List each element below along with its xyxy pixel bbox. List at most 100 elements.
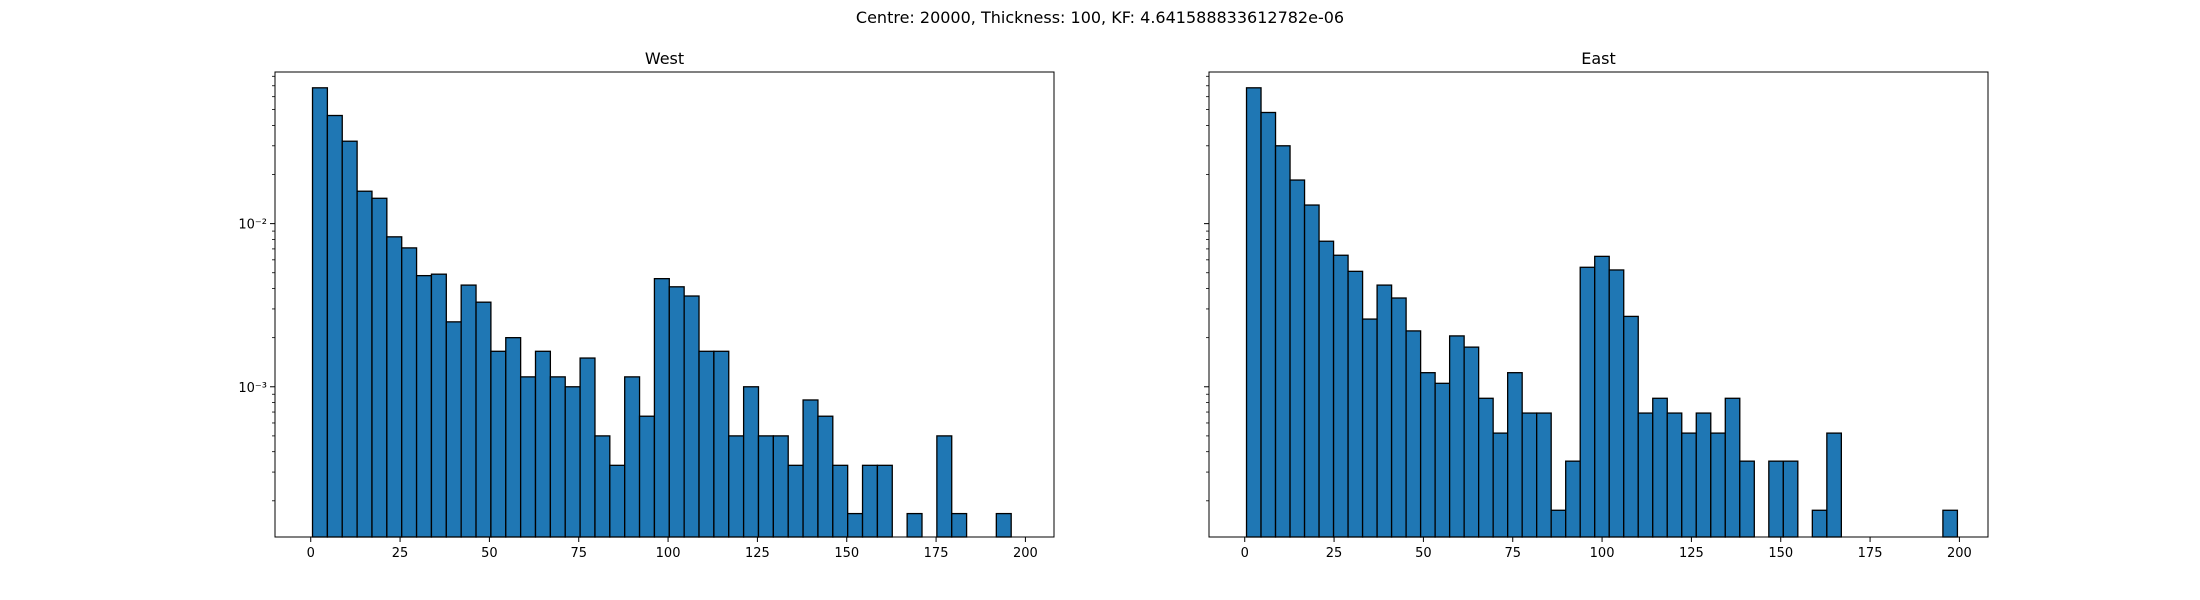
east-bar	[1245, 87, 1262, 538]
west-bar	[534, 350, 552, 538]
east-x-tick-label: 0	[1241, 546, 1249, 561]
west-bar	[401, 247, 418, 538]
east-bar	[1347, 270, 1364, 538]
west-bar	[698, 350, 715, 538]
west-x-tick-label: 25	[392, 546, 409, 561]
west-bar	[742, 386, 760, 538]
east-bar	[1710, 432, 1726, 538]
west-bar	[936, 435, 953, 538]
east-bar	[1666, 412, 1683, 538]
west-bar	[787, 464, 804, 538]
west-bar	[728, 435, 745, 538]
east-bar	[1419, 372, 1436, 538]
west-bar	[356, 190, 373, 538]
east-bar	[1579, 266, 1596, 538]
east-bar	[1332, 254, 1349, 538]
west-y-tick-label: 10⁻²	[238, 218, 267, 233]
east-bar	[1594, 255, 1610, 538]
west-bar	[995, 512, 1012, 538]
west-bar	[757, 435, 774, 538]
west-bar	[460, 284, 477, 538]
west-bar	[847, 512, 864, 538]
west-bar	[415, 274, 433, 538]
east-bar	[1289, 179, 1306, 538]
figure-suptitle: Centre: 20000, Thickness: 100, KF: 4.641…	[855, 8, 1345, 27]
west-bar	[594, 435, 611, 538]
east-x-tick-label: 50	[1415, 546, 1432, 561]
west-bar	[906, 512, 923, 538]
west-bar	[772, 435, 789, 538]
east-bar	[1782, 460, 1799, 538]
west-panel-title: West	[645, 49, 684, 68]
east-bar	[1318, 240, 1335, 538]
east-axes-frame	[1208, 71, 1989, 538]
east-bar	[1652, 397, 1668, 538]
west-bar	[475, 301, 492, 538]
west-bar	[549, 376, 566, 538]
west-bar	[564, 386, 581, 538]
west-y-tick-label: 10⁻³	[238, 381, 267, 396]
east-bar	[1550, 509, 1567, 538]
west-x-tick-label: 175	[924, 546, 949, 561]
west-bar	[371, 197, 388, 538]
west-bar	[505, 337, 522, 538]
east-bar	[1942, 509, 1959, 538]
east-bar	[1463, 346, 1480, 538]
east-bar	[1507, 372, 1523, 538]
west-bar	[832, 464, 849, 538]
east-bar	[1623, 315, 1639, 538]
west-bar	[624, 376, 641, 538]
west-bar	[817, 415, 834, 538]
west-x-tick-label: 200	[1013, 546, 1038, 561]
east-bar	[1739, 460, 1755, 538]
east-bar	[1376, 284, 1393, 538]
west-bar	[445, 321, 462, 538]
east-x-tick-label: 75	[1504, 546, 1521, 561]
west-bar	[341, 140, 358, 538]
east-bar	[1405, 330, 1422, 538]
west-bar	[519, 376, 537, 538]
east-x-tick-label: 25	[1326, 546, 1343, 561]
east-x-tick-label: 100	[1590, 546, 1615, 561]
east-bar	[1434, 382, 1451, 538]
east-bar	[1536, 412, 1552, 538]
east-bar	[1521, 412, 1538, 538]
west-x-tick-label: 0	[307, 546, 315, 561]
east-bar	[1681, 432, 1697, 538]
west-x-tick-label: 125	[745, 546, 770, 561]
east-bar	[1608, 269, 1625, 538]
west-axes-frame	[274, 71, 1055, 538]
east-x-tick-label: 150	[1768, 546, 1793, 561]
east-bar	[1811, 509, 1828, 538]
east-panel-title: East	[1581, 49, 1616, 68]
east-x-tick-label: 125	[1679, 546, 1704, 561]
west-bar	[802, 399, 819, 538]
west-x-tick-label: 100	[656, 546, 681, 561]
east-bar	[1565, 460, 1581, 538]
east-bar	[1361, 318, 1378, 538]
east-bar	[1768, 460, 1784, 538]
east-bar	[1695, 412, 1712, 538]
east-bar	[1724, 397, 1741, 538]
east-x-tick-label: 175	[1858, 546, 1883, 561]
west-x-tick-label: 50	[481, 546, 498, 561]
west-bar	[951, 512, 968, 538]
west-bar	[386, 236, 403, 538]
west-bar	[609, 464, 626, 538]
west-bar	[638, 415, 656, 538]
west-bar	[430, 273, 447, 538]
east-bar	[1477, 397, 1494, 538]
west-bar	[311, 87, 329, 538]
east-bar	[1448, 335, 1465, 538]
west-bar	[579, 357, 596, 538]
west-bar	[653, 277, 670, 538]
east-bar	[1303, 204, 1320, 538]
east-bar	[1492, 432, 1509, 538]
east-bar	[1260, 111, 1277, 538]
west-bar	[490, 350, 507, 538]
west-x-tick-label: 75	[570, 546, 587, 561]
west-bar	[668, 286, 685, 538]
west-bar	[861, 464, 879, 538]
west-bar	[876, 464, 893, 538]
east-bar	[1637, 412, 1654, 538]
